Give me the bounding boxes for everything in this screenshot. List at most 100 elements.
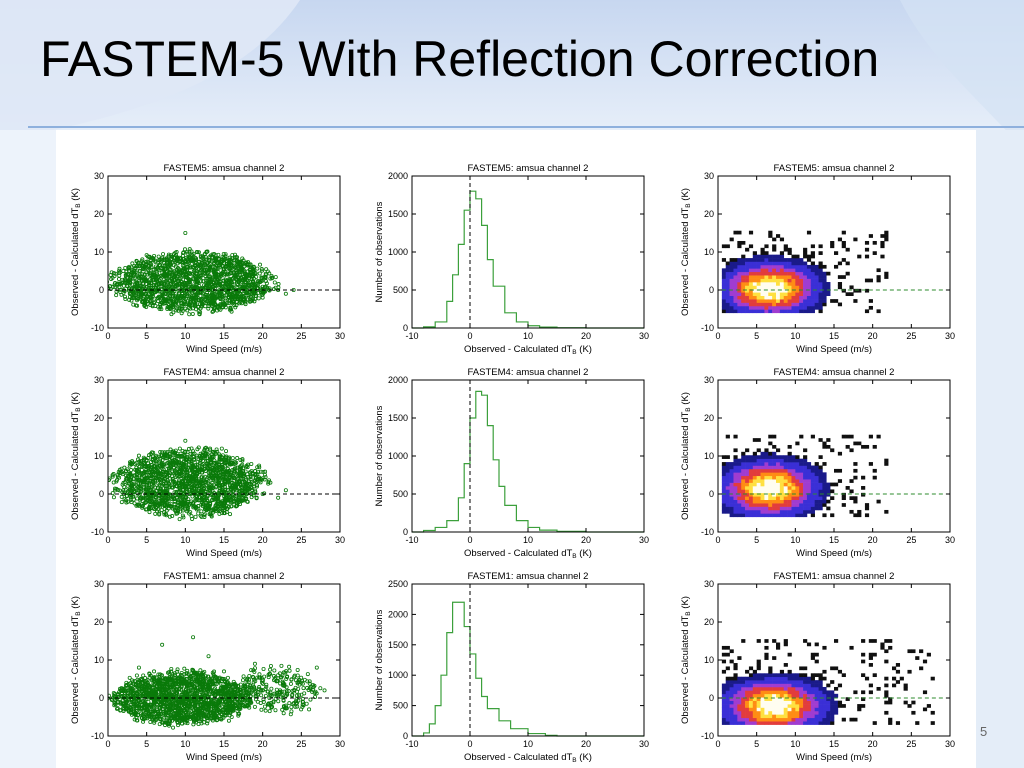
- heatmap-cell: [764, 278, 769, 283]
- scatter-point: [135, 260, 140, 265]
- heatmap-cell: [803, 264, 808, 269]
- scatter-point: [167, 274, 172, 279]
- scatter-point: [133, 270, 138, 275]
- heatmap-cell: [748, 261, 754, 266]
- heatmap-cell: [814, 302, 819, 307]
- scatter-point: [169, 485, 174, 490]
- heatmap-cell: [814, 278, 819, 283]
- heatmap-cell: [791, 482, 796, 487]
- heatmap-cell: [810, 295, 815, 300]
- heatmap-cell: [748, 264, 754, 269]
- heatmap-cell: [783, 288, 788, 293]
- heatmap-cell: [776, 271, 781, 276]
- heatmap-cell: [876, 434, 881, 439]
- scatter-point: [216, 252, 221, 257]
- x-tick-label: 15: [219, 331, 229, 341]
- heatmap-cell: [868, 434, 873, 439]
- heatmap-cell: [725, 455, 730, 459]
- scatter-point: [235, 456, 240, 461]
- heatmap-cell: [752, 468, 757, 473]
- heatmap-cell: [752, 261, 757, 266]
- heatmap-cell: [752, 254, 757, 259]
- heatmap-cell: [814, 462, 819, 466]
- heatmap-cell: [776, 482, 781, 487]
- heatmap-cell: [752, 472, 757, 477]
- heatmap-cell: [760, 472, 765, 477]
- scatter-point: [264, 281, 269, 286]
- heatmap-cell: [721, 292, 727, 296]
- scatter-point: [162, 507, 167, 512]
- heatmap-cell: [721, 479, 727, 483]
- scatter-point: [173, 273, 178, 278]
- scatter-point: [190, 451, 195, 456]
- heatmap-cell: [752, 479, 757, 483]
- heatmap-cell: [872, 444, 877, 449]
- scatter-point: [251, 493, 256, 498]
- heatmap-cell: [841, 240, 846, 245]
- heatmap-cell: [814, 468, 819, 473]
- scatter-point: [184, 488, 189, 493]
- scatter-point: [208, 502, 213, 507]
- heatmap-cell: [806, 472, 812, 477]
- heatmap-cell: [745, 509, 750, 514]
- y-tick-label: 1500: [388, 209, 408, 219]
- heatmap-cell: [764, 292, 769, 296]
- heatmap-cell: [806, 486, 812, 490]
- heatmap-cell: [810, 492, 815, 497]
- heatmap-cell: [772, 451, 777, 456]
- heatmap-cell: [779, 278, 785, 283]
- heatmap-cell: [810, 299, 815, 303]
- heatmap-cell: [853, 475, 858, 480]
- scatter-point: [111, 480, 116, 485]
- scatter-point: [261, 469, 266, 474]
- scatter-point: [122, 497, 127, 502]
- heatmap-cell: [803, 458, 808, 463]
- scatter-point: [177, 487, 182, 492]
- heatmap-cell: [826, 438, 831, 442]
- heatmap-cell: [822, 302, 827, 307]
- heatmap-cell: [741, 282, 746, 286]
- heatmap-cell: [772, 509, 777, 514]
- scatter-point: [218, 297, 223, 302]
- heatmap-cell: [737, 302, 742, 307]
- scatter-point: [133, 462, 138, 467]
- heatmap-cell: [822, 499, 827, 504]
- scatter-point: [243, 483, 248, 488]
- heatmap-cell: [737, 486, 742, 490]
- heatmap-cell: [725, 295, 730, 300]
- scatter-point: [238, 458, 243, 463]
- x-tick-label: 0: [715, 331, 720, 341]
- heatmap-cell: [803, 472, 808, 477]
- scatter-point: [146, 473, 151, 478]
- heatmap-cell: [760, 455, 765, 459]
- heatmap-cell: [752, 496, 757, 500]
- heatmap-cell: [810, 309, 815, 314]
- heatmap-cell: [799, 288, 804, 293]
- heatmap-cell: [741, 271, 746, 276]
- y-tick-label: -10: [701, 527, 714, 537]
- heatmap-cell: [748, 513, 754, 518]
- heatmap-cell: [772, 458, 777, 463]
- heatmap-cell: [764, 482, 769, 487]
- scatter-point: [221, 261, 226, 266]
- heatmap-cell: [818, 499, 823, 504]
- heatmap-cell: [729, 285, 734, 290]
- heatmap-cell: [787, 275, 792, 279]
- scatter-point: [140, 462, 145, 467]
- heatmap-cell: [841, 244, 846, 249]
- heatmap-cell: [741, 465, 746, 470]
- heatmap-cell: [880, 234, 885, 238]
- scatter-point: [255, 266, 260, 271]
- heatmap-cell: [803, 506, 808, 511]
- heatmap-cell: [814, 268, 819, 273]
- heatmap-cell: [741, 482, 746, 487]
- heatmap-cell: [776, 486, 781, 490]
- heatmap-cell: [822, 271, 827, 276]
- scatter-point: [236, 259, 241, 264]
- scatter-point: [202, 514, 207, 519]
- scatter-point: [180, 502, 185, 507]
- scatter-point: [250, 291, 255, 296]
- scatter-point: [225, 675, 230, 680]
- x-tick-label: 20: [581, 331, 591, 341]
- scatter-point: [112, 281, 117, 286]
